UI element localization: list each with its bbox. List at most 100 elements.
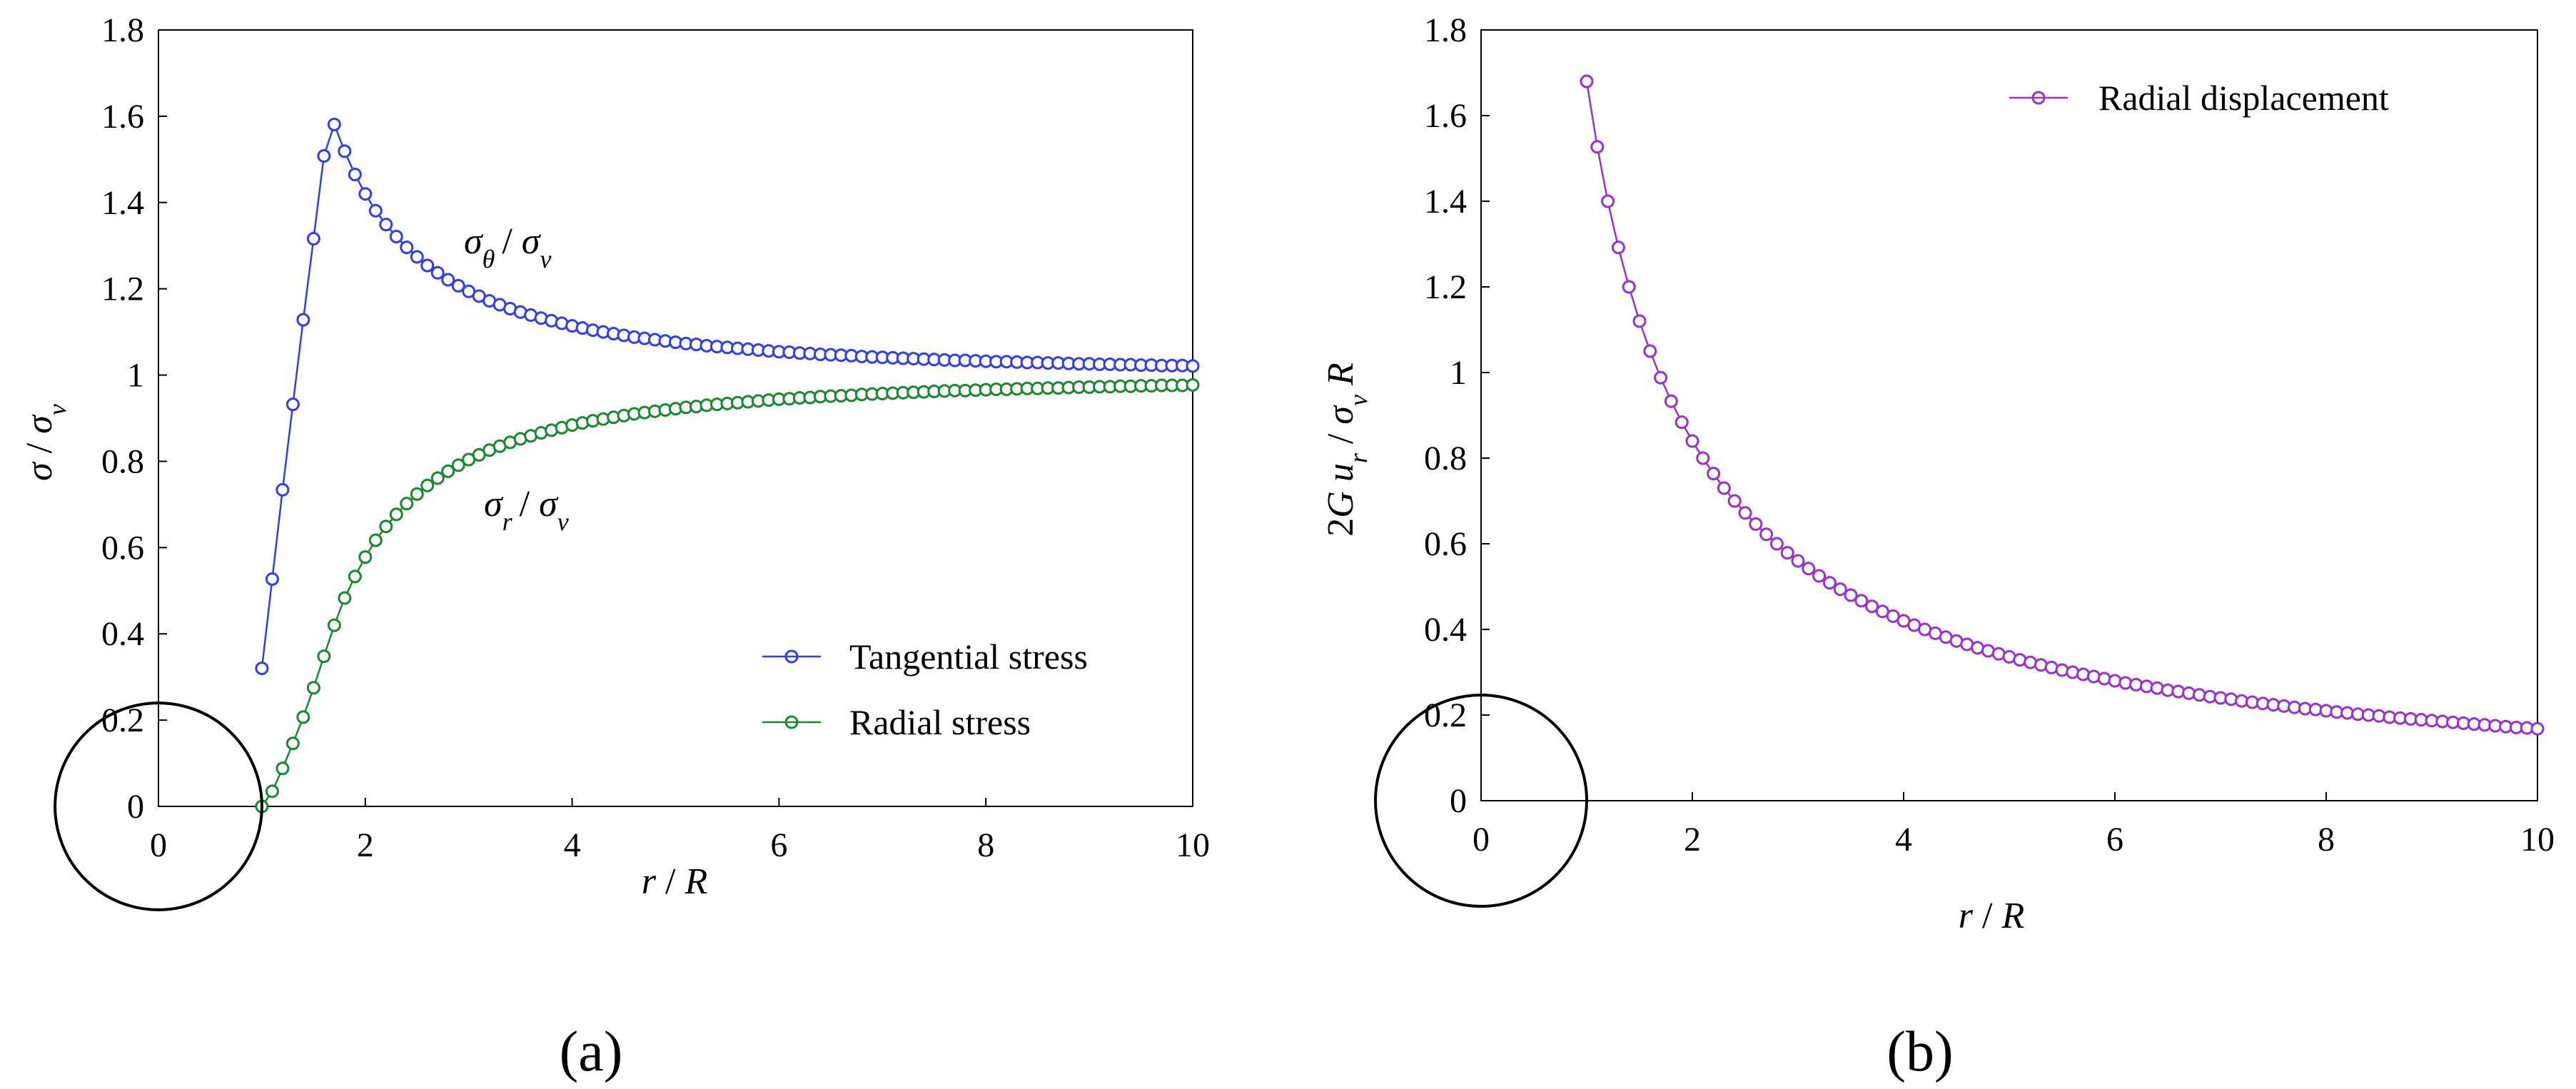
data-point-radial-displacement	[2224, 692, 2238, 706]
data-point-radial-stress	[296, 710, 310, 724]
legend-item-radial: Radial stress	[762, 702, 1031, 742]
chart-b-x-tick-label: 0	[1473, 821, 1490, 858]
data-point-radial-displacement	[1822, 576, 1837, 590]
chart-b-y-tick-label: 0.4	[1424, 611, 1467, 649]
chart-a-series	[255, 117, 1200, 814]
panel-label-a: (a)	[560, 1020, 623, 1083]
data-point-radial-displacement	[1769, 537, 1784, 551]
data-point-tangential-stress	[1186, 359, 1200, 373]
data-point-tangential-stress	[265, 572, 279, 586]
data-point-tangential-stress	[389, 230, 403, 244]
data-point-radial-displacement	[2118, 676, 2133, 690]
data-point-radial-displacement	[1601, 194, 1615, 208]
data-point-radial-displacement	[1685, 434, 1699, 448]
data-point-radial-displacement	[1632, 314, 1647, 328]
chart-a-y-axis-label: σ / σv	[19, 404, 71, 481]
data-point-radial-displacement	[1759, 527, 1774, 542]
chart-a-y-tick-label: 0.2	[101, 701, 144, 739]
data-point-radial-stress	[327, 618, 341, 632]
data-point-radial-displacement	[2108, 674, 2122, 688]
chart-a-y-tick-label: 1.6	[101, 98, 144, 136]
data-point-radial-stress	[306, 681, 320, 695]
data-point-tangential-stress	[286, 397, 300, 412]
data-point-radial-stress	[410, 487, 424, 501]
data-point-tangential-stress	[420, 258, 435, 273]
data-point-radial-displacement	[2086, 669, 2101, 684]
chart-b-x-tick-label: 4	[1895, 821, 1912, 858]
data-point-radial-displacement	[2192, 688, 2206, 702]
chart-a-y-tick-label: 0.8	[101, 442, 144, 480]
data-point-radial-displacement	[2530, 721, 2545, 736]
chart-a-x-axis-label: r / R	[642, 861, 707, 902]
chart-b-y-tick-label: 1.4	[1424, 183, 1467, 221]
data-point-radial-displacement	[1865, 599, 1879, 614]
annotation-tangential: σθ / σv	[464, 221, 551, 273]
data-point-tangential-stress	[441, 273, 455, 287]
data-point-tangential-stress	[379, 218, 393, 232]
data-point-tangential-stress	[255, 662, 269, 676]
data-point-tangential-stress	[410, 250, 424, 264]
legend-label-radial-displacement: Radial displacement	[2098, 78, 2389, 118]
data-point-radial-displacement	[1802, 562, 1816, 576]
chart-b-x-tick-label: 2	[1684, 821, 1701, 858]
chart-b-x-axis-label: r / R	[1959, 896, 2024, 936]
legend-label-radial: Radial stress	[849, 702, 1031, 742]
chart-b-y-tick-label: 1.2	[1424, 268, 1467, 306]
data-point-radial-displacement	[2139, 679, 2153, 694]
data-point-radial-displacement	[1643, 344, 1657, 358]
data-point-radial-displacement	[2076, 667, 2091, 682]
data-point-radial-displacement	[1812, 569, 1827, 583]
data-point-radial-displacement	[1707, 467, 1721, 481]
data-point-radial-displacement	[1780, 546, 1794, 560]
data-point-radial-stress	[358, 550, 373, 564]
data-point-tangential-stress	[306, 232, 320, 246]
data-point-tangential-stress	[400, 240, 414, 255]
chart-a-y-ticks: 0 0.2 0.4 0.6 0.8 1 1.2 1.4 1.6 1.8	[101, 11, 167, 826]
data-point-radial-displacement	[1654, 370, 1668, 385]
data-point-radial-stress	[379, 520, 393, 534]
chart-b-x-ticks: 0 2 4 6 8 10	[1473, 792, 2555, 858]
chart-b-unit-circle	[1374, 694, 1588, 908]
data-point-radial-stress	[430, 471, 445, 485]
legend-item-radial-displacement: Radial displacement	[2009, 78, 2389, 118]
series-line-tangential-stress	[261, 121, 1193, 669]
data-point-radial-stress	[286, 736, 300, 751]
data-point-radial-stress	[348, 569, 362, 584]
data-point-tangential-stress	[451, 278, 465, 293]
chart-b-series	[1580, 74, 2545, 736]
chart-a-y-tick-label: 0.4	[101, 615, 144, 653]
chart-b-y-tick-label: 0.2	[1424, 697, 1467, 734]
legend-label-tangential: Tangential stress	[849, 637, 1088, 677]
data-point-radial-stress	[265, 784, 279, 799]
chart-a: 0 0.2 0.4 0.6 0.8 1 1.2 1.4 1.6 1.8 0 2 4 6 8 10 σ / σ…	[19, 11, 1210, 1083]
chart-a-x-tick-label: 10	[1176, 826, 1210, 864]
data-point-radial-displacement	[1675, 415, 1689, 430]
data-point-tangential-stress	[338, 144, 352, 158]
data-point-tangential-stress	[358, 187, 373, 201]
chart-b-y-tick-label: 1	[1450, 354, 1467, 392]
chart-b: 0 0.2 0.4 0.6 0.8 1 1.2 1.4 1.6 1.8 0 2 4 6 8 10 2G ur…	[1320, 11, 2555, 1083]
data-point-radial-displacement	[1727, 494, 1742, 508]
chart-a-x-tick-label: 4	[564, 826, 581, 864]
data-point-radial-displacement	[1611, 240, 1625, 255]
series-line-radial-displacement	[1585, 81, 2538, 730]
data-point-tangential-stress	[327, 117, 341, 131]
data-point-radial-displacement	[1580, 74, 1594, 88]
chart-a-y-tick-label: 1	[127, 357, 144, 395]
data-point-radial-displacement	[1717, 481, 1731, 495]
chart-b-y-tick-label: 0.6	[1424, 525, 1467, 563]
data-point-radial-displacement	[1854, 594, 1869, 608]
chart-a-x-ticks: 0 2 4 6 8 10	[150, 798, 1210, 864]
data-point-radial-displacement	[1844, 588, 1858, 602]
data-point-radial-displacement	[2097, 672, 2111, 686]
data-point-radial-stress	[441, 464, 455, 478]
chart-b-frame	[1480, 29, 2538, 801]
chart-a-x-tick-label: 6	[770, 826, 787, 864]
data-point-tangential-stress	[317, 148, 331, 163]
chart-a-y-tick-label: 1.4	[101, 184, 144, 222]
chart-a-y-tick-label: 0.6	[101, 529, 144, 567]
data-point-radial-displacement	[1664, 394, 1678, 408]
chart-a-frame	[158, 29, 1193, 807]
data-point-radial-stress	[400, 497, 414, 511]
